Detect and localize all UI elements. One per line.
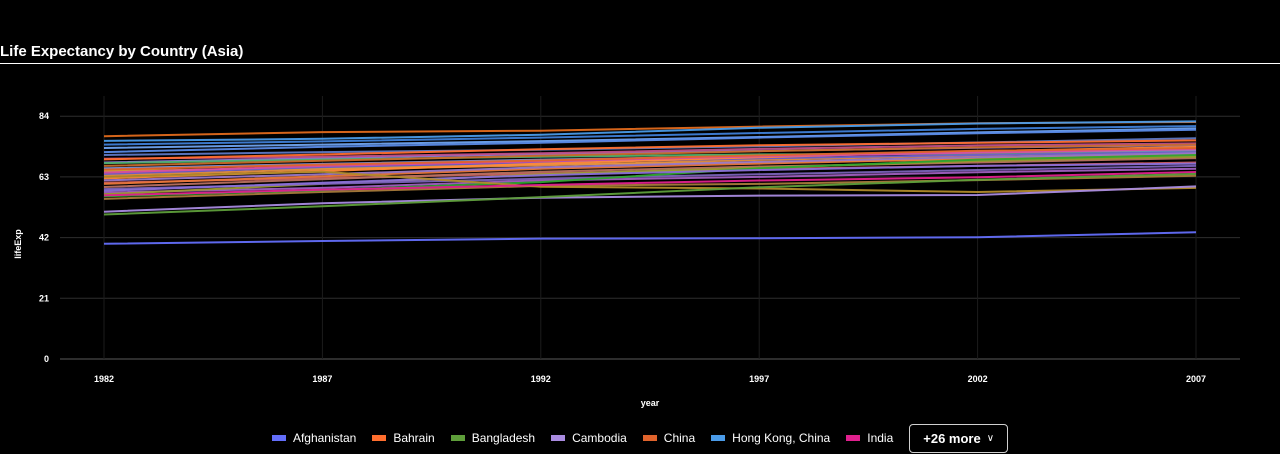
x-tick-label: 1982 bbox=[94, 374, 114, 384]
legend-item[interactable]: Bahrain bbox=[372, 431, 435, 445]
legend-label: India bbox=[867, 431, 894, 445]
series-line bbox=[103, 172, 1197, 216]
series-line bbox=[103, 142, 1197, 160]
series-line bbox=[103, 170, 1197, 194]
series-line bbox=[103, 143, 1197, 167]
series-line bbox=[103, 167, 1197, 194]
legend-swatch bbox=[271, 435, 286, 441]
series-line bbox=[103, 128, 1197, 154]
series-line bbox=[103, 125, 1197, 146]
series-line bbox=[103, 120, 1197, 142]
y-tick-label: 42 bbox=[39, 233, 49, 243]
series-line bbox=[103, 150, 1197, 165]
y-tick-label: 0 bbox=[44, 354, 49, 364]
series-line bbox=[103, 162, 1197, 192]
chevron-down-icon: ∨ bbox=[986, 432, 995, 444]
x-tick-label: 1992 bbox=[531, 374, 551, 384]
x-axis-ticks: 1982 1987 1992 1997 2002 2007 bbox=[94, 374, 1206, 384]
legend-label: Afghanistan bbox=[292, 431, 357, 445]
x-axis-label: year bbox=[641, 398, 660, 408]
x-tick-label: 2002 bbox=[968, 374, 988, 384]
series-line bbox=[103, 171, 1197, 197]
x-tick-label: 2007 bbox=[1186, 374, 1206, 384]
series-line bbox=[103, 139, 1197, 161]
legend-label: China bbox=[663, 431, 696, 445]
y-axis-ticks: 0 21 42 63 84 bbox=[39, 111, 49, 364]
series-line bbox=[103, 157, 1197, 188]
legend-item[interactable]: Afghanistan bbox=[271, 431, 357, 445]
legend-more-button[interactable]: +26 more ∨ bbox=[909, 423, 1009, 453]
y-axis-label: lifeExp bbox=[13, 229, 23, 259]
legend-swatch bbox=[642, 435, 657, 441]
legend-label: Hong Kong, China bbox=[732, 431, 831, 445]
y-tick-label: 63 bbox=[39, 172, 49, 182]
legend-item[interactable]: Bangladesh bbox=[450, 431, 536, 445]
legend-label: Bangladesh bbox=[471, 431, 536, 445]
series-line bbox=[103, 152, 1197, 182]
series-line bbox=[103, 147, 1197, 171]
y-tick-label: 21 bbox=[39, 293, 49, 303]
series-line bbox=[103, 231, 1197, 245]
title-divider bbox=[0, 63, 1280, 64]
legend-swatch bbox=[450, 435, 465, 441]
legend-more-label: +26 more bbox=[923, 430, 981, 446]
legend-swatch bbox=[372, 435, 387, 441]
x-tick-label: 1987 bbox=[312, 374, 332, 384]
series-line bbox=[103, 185, 1197, 213]
legend-label: Bahrain bbox=[393, 431, 435, 445]
legend-swatch bbox=[711, 435, 726, 441]
legend-item[interactable]: China bbox=[642, 431, 696, 445]
y-tick-label: 84 bbox=[39, 111, 49, 121]
x-tick-label: 1997 bbox=[749, 374, 769, 384]
legend-swatch bbox=[846, 435, 861, 441]
series-lines bbox=[103, 120, 1197, 245]
legend-item[interactable]: India bbox=[846, 431, 893, 445]
legend-item[interactable]: Hong Kong, China bbox=[711, 431, 830, 445]
legend-item[interactable]: Cambodia bbox=[551, 431, 627, 445]
legend: Afghanistan Bahrain Bangladesh Cambodia Chin… bbox=[0, 422, 1280, 454]
legend-label: Cambodia bbox=[572, 431, 627, 445]
legend-swatch bbox=[551, 435, 566, 441]
chart-title: Life Expectancy by Country (Asia) bbox=[0, 43, 244, 60]
